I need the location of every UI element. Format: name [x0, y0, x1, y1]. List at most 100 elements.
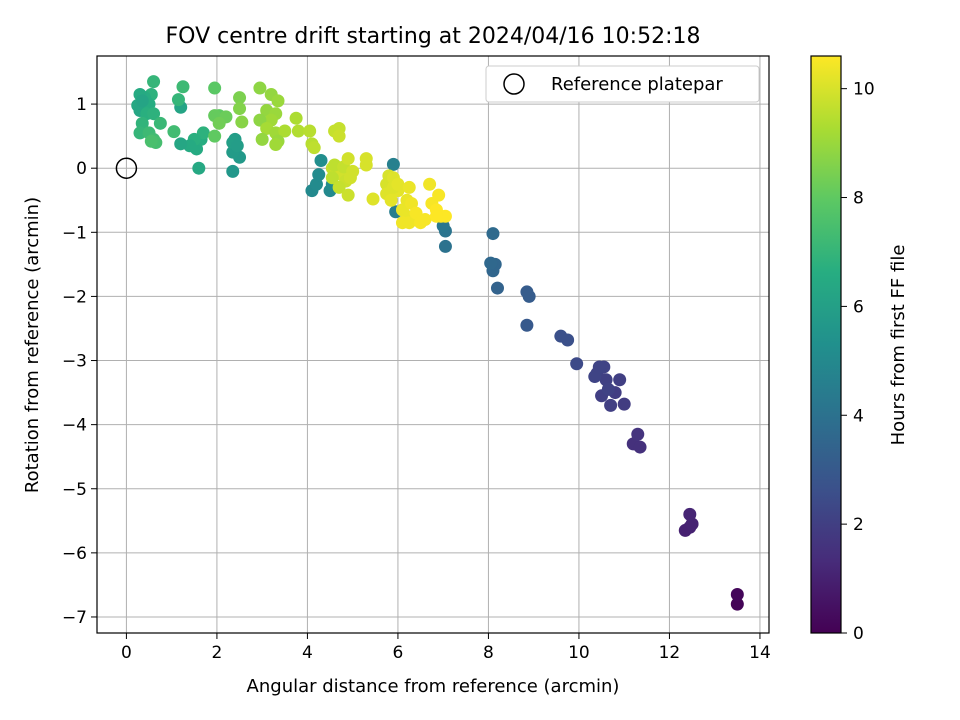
y-tick-label: 1	[76, 95, 87, 115]
data-point	[233, 91, 247, 105]
colorbar-tick-label: 6	[853, 297, 864, 317]
data-point	[438, 239, 452, 253]
data-point	[592, 360, 606, 374]
data-point	[570, 357, 584, 371]
colorbar-gradient	[810, 55, 842, 634]
data-point	[730, 588, 744, 602]
data-point	[341, 152, 355, 166]
x-tick-label: 12	[659, 643, 681, 663]
data-point	[289, 111, 303, 125]
data-point	[135, 94, 149, 108]
data-point	[271, 94, 285, 108]
data-point	[384, 193, 398, 207]
data-point	[174, 137, 188, 151]
data-point	[604, 398, 618, 412]
data-point	[253, 81, 267, 95]
data-point	[325, 171, 339, 185]
data-point	[212, 116, 226, 130]
colorbar-tick-label: 8	[853, 189, 864, 209]
data-point	[269, 137, 283, 151]
data-point	[147, 75, 161, 89]
data-point	[601, 382, 615, 396]
chart-title: FOV centre drift starting at 2024/04/16 …	[166, 24, 701, 49]
data-points	[131, 75, 744, 611]
data-point	[303, 124, 317, 138]
y-axis-ticks: 1 0 −1 −2 −3 −4 −5 −6 −7	[62, 95, 97, 628]
data-point	[278, 124, 292, 138]
data-point	[332, 180, 346, 194]
reference-marker	[115, 157, 138, 179]
x-tick-label: 4	[302, 643, 313, 663]
y-axis-label: Rotation from reference (arcmin)	[22, 197, 43, 493]
data-point	[230, 139, 244, 153]
data-point	[176, 80, 190, 94]
data-point	[520, 318, 534, 332]
grid	[97, 56, 769, 633]
x-tick-label: 0	[121, 643, 132, 663]
data-point	[192, 161, 206, 175]
data-point	[683, 507, 697, 521]
data-point	[235, 115, 249, 129]
data-point	[343, 171, 357, 185]
data-point	[167, 125, 181, 139]
data-point	[432, 188, 446, 202]
data-point	[208, 81, 222, 95]
data-point	[144, 134, 158, 148]
data-point	[147, 107, 161, 121]
data-point	[153, 116, 167, 130]
y-tick-label: −4	[62, 416, 87, 436]
data-point	[561, 333, 575, 347]
data-point	[631, 427, 645, 441]
data-point	[484, 256, 498, 270]
x-tick-label: 2	[212, 643, 223, 663]
colorbar-ticks: 0 2 4 6 8 10	[841, 80, 875, 644]
y-tick-label: −1	[62, 223, 87, 243]
data-point	[633, 440, 647, 454]
data-point	[490, 281, 504, 295]
x-tick-label: 8	[483, 643, 494, 663]
y-tick-label: −2	[62, 287, 87, 307]
x-axis-label: Angular distance from reference (arcmin)	[247, 676, 620, 697]
x-tick-label: 10	[568, 643, 590, 663]
data-point	[522, 289, 536, 303]
data-point	[208, 129, 222, 143]
legend-entry: Reference platepar	[551, 74, 723, 95]
data-point	[332, 129, 346, 143]
data-point	[171, 93, 185, 107]
data-point	[386, 157, 400, 171]
legend-box	[485, 65, 760, 103]
x-axis-ticks: 0 2 4 6 8 10 12 14	[121, 633, 771, 663]
x-tick-label: 14	[749, 643, 771, 663]
data-point	[233, 102, 247, 116]
data-point	[307, 141, 321, 155]
y-tick-label: −7	[62, 608, 87, 628]
legend: Reference platepar	[485, 65, 760, 103]
data-point	[366, 192, 380, 206]
data-point	[617, 397, 631, 411]
data-point	[133, 126, 147, 140]
colorbar-tick-label: 0	[853, 624, 864, 644]
data-point	[341, 188, 355, 202]
data-point	[226, 164, 240, 178]
data-point	[255, 132, 269, 146]
data-point	[359, 152, 373, 166]
y-tick-label: −5	[62, 480, 87, 500]
data-point	[314, 154, 328, 168]
colorbar-label: Hours from first FF file	[888, 245, 909, 446]
y-tick-label: −3	[62, 352, 87, 372]
colorbar-tick-label: 4	[853, 406, 864, 426]
data-point	[402, 180, 416, 194]
data-point	[423, 177, 437, 191]
data-point	[486, 227, 500, 241]
data-point	[312, 168, 326, 182]
data-point	[418, 212, 432, 226]
colorbar-tick-label: 2	[853, 515, 864, 535]
data-point	[438, 209, 452, 223]
data-point	[613, 373, 627, 387]
data-point	[291, 124, 305, 138]
y-tick-label: 0	[76, 159, 87, 179]
y-tick-label: −6	[62, 544, 87, 564]
x-tick-label: 6	[393, 643, 404, 663]
data-point	[730, 597, 744, 611]
